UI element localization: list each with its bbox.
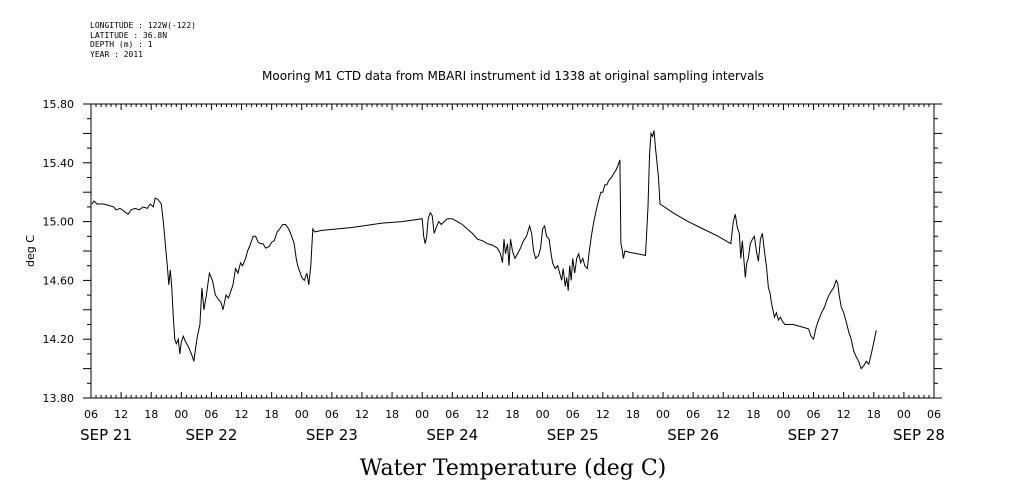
y-tick-label: 14.20 [43, 333, 75, 346]
x-tick-label: 00 [776, 408, 790, 421]
x-tick-label: 12 [596, 408, 610, 421]
x-tick-label: 12 [355, 408, 369, 421]
day-labels: SEP 21 SEP 22 SEP 23 SEP 24 SEP 25 SEP 26 SEP … [80, 426, 945, 444]
day-label: SEP 25 [547, 426, 599, 444]
x-tick-label: 00 [536, 408, 550, 421]
y-tick-labels: 13.80 14.20 14.60 15.00 15.40 15.80 [43, 98, 75, 405]
x-tick-label: 00 [897, 408, 911, 421]
day-label: SEP 23 [306, 426, 358, 444]
day-label: SEP 27 [788, 426, 840, 444]
axis-ticks [83, 103, 942, 399]
y-tick-label: 14.60 [43, 274, 75, 287]
depth-label: DEPTH (m) : 1 [90, 40, 153, 49]
day-label: SEP 24 [426, 426, 478, 444]
longitude-label: LONGITUDE : 122W(-122) [90, 21, 196, 30]
day-label: SEP 26 [667, 426, 719, 444]
x-axis-label: Water Temperature (deg C) [360, 456, 667, 481]
x-tick-label: 06 [84, 408, 98, 421]
x-tick-label: 18 [265, 408, 279, 421]
day-label: SEP 28 [893, 426, 945, 444]
x-tick-label: 06 [807, 408, 821, 421]
x-tick-label: 06 [445, 408, 459, 421]
x-tick-label: 18 [867, 408, 881, 421]
y-tick-label: 15.40 [43, 157, 75, 170]
x-tick-label: 12 [114, 408, 128, 421]
x-tick-label: 06 [204, 408, 218, 421]
x-tick-label: 12 [837, 408, 851, 421]
x-tick-label: 06 [325, 408, 339, 421]
y-tick-label: 13.80 [43, 392, 75, 405]
x-tick-label: 06 [686, 408, 700, 421]
x-tick-label: 12 [716, 408, 730, 421]
year-label: YEAR : 2011 [90, 49, 143, 59]
x-tick-label: 12 [235, 408, 249, 421]
y-tick-label: 15.80 [43, 98, 75, 111]
day-label: SEP 21 [80, 426, 132, 444]
x-tick-label: 06 [566, 408, 580, 421]
x-tick-label: 18 [506, 408, 520, 421]
y-axis-label: deg C [24, 235, 37, 267]
x-tick-label: 18 [626, 408, 640, 421]
x-tick-labels: 06 12 18 00 06 12 18 00 06 12 18 00 06 12 18 00 06 12 18 00… [84, 408, 941, 421]
x-tick-label: 18 [746, 408, 760, 421]
latitude-label: LATITUDE : 36.8N [90, 30, 168, 40]
x-tick-label: 00 [656, 408, 670, 421]
y-tick-label: 15.00 [43, 216, 75, 229]
x-tick-label: 12 [475, 408, 489, 421]
x-tick-label: 18 [385, 408, 399, 421]
x-tick-label: 00 [415, 408, 429, 421]
x-tick-label: 06 [927, 408, 941, 421]
metadata-block: LONGITUDE : 122W(-122) LATITUDE : 36.8N … [90, 21, 196, 59]
temperature-line [91, 130, 877, 370]
day-label: SEP 22 [185, 426, 237, 444]
plot-title: Mooring M1 CTD data from MBARI instrumen… [262, 69, 764, 83]
x-tick-label: 18 [144, 408, 158, 421]
x-tick-label: 00 [174, 408, 188, 421]
x-tick-label: 00 [295, 408, 309, 421]
